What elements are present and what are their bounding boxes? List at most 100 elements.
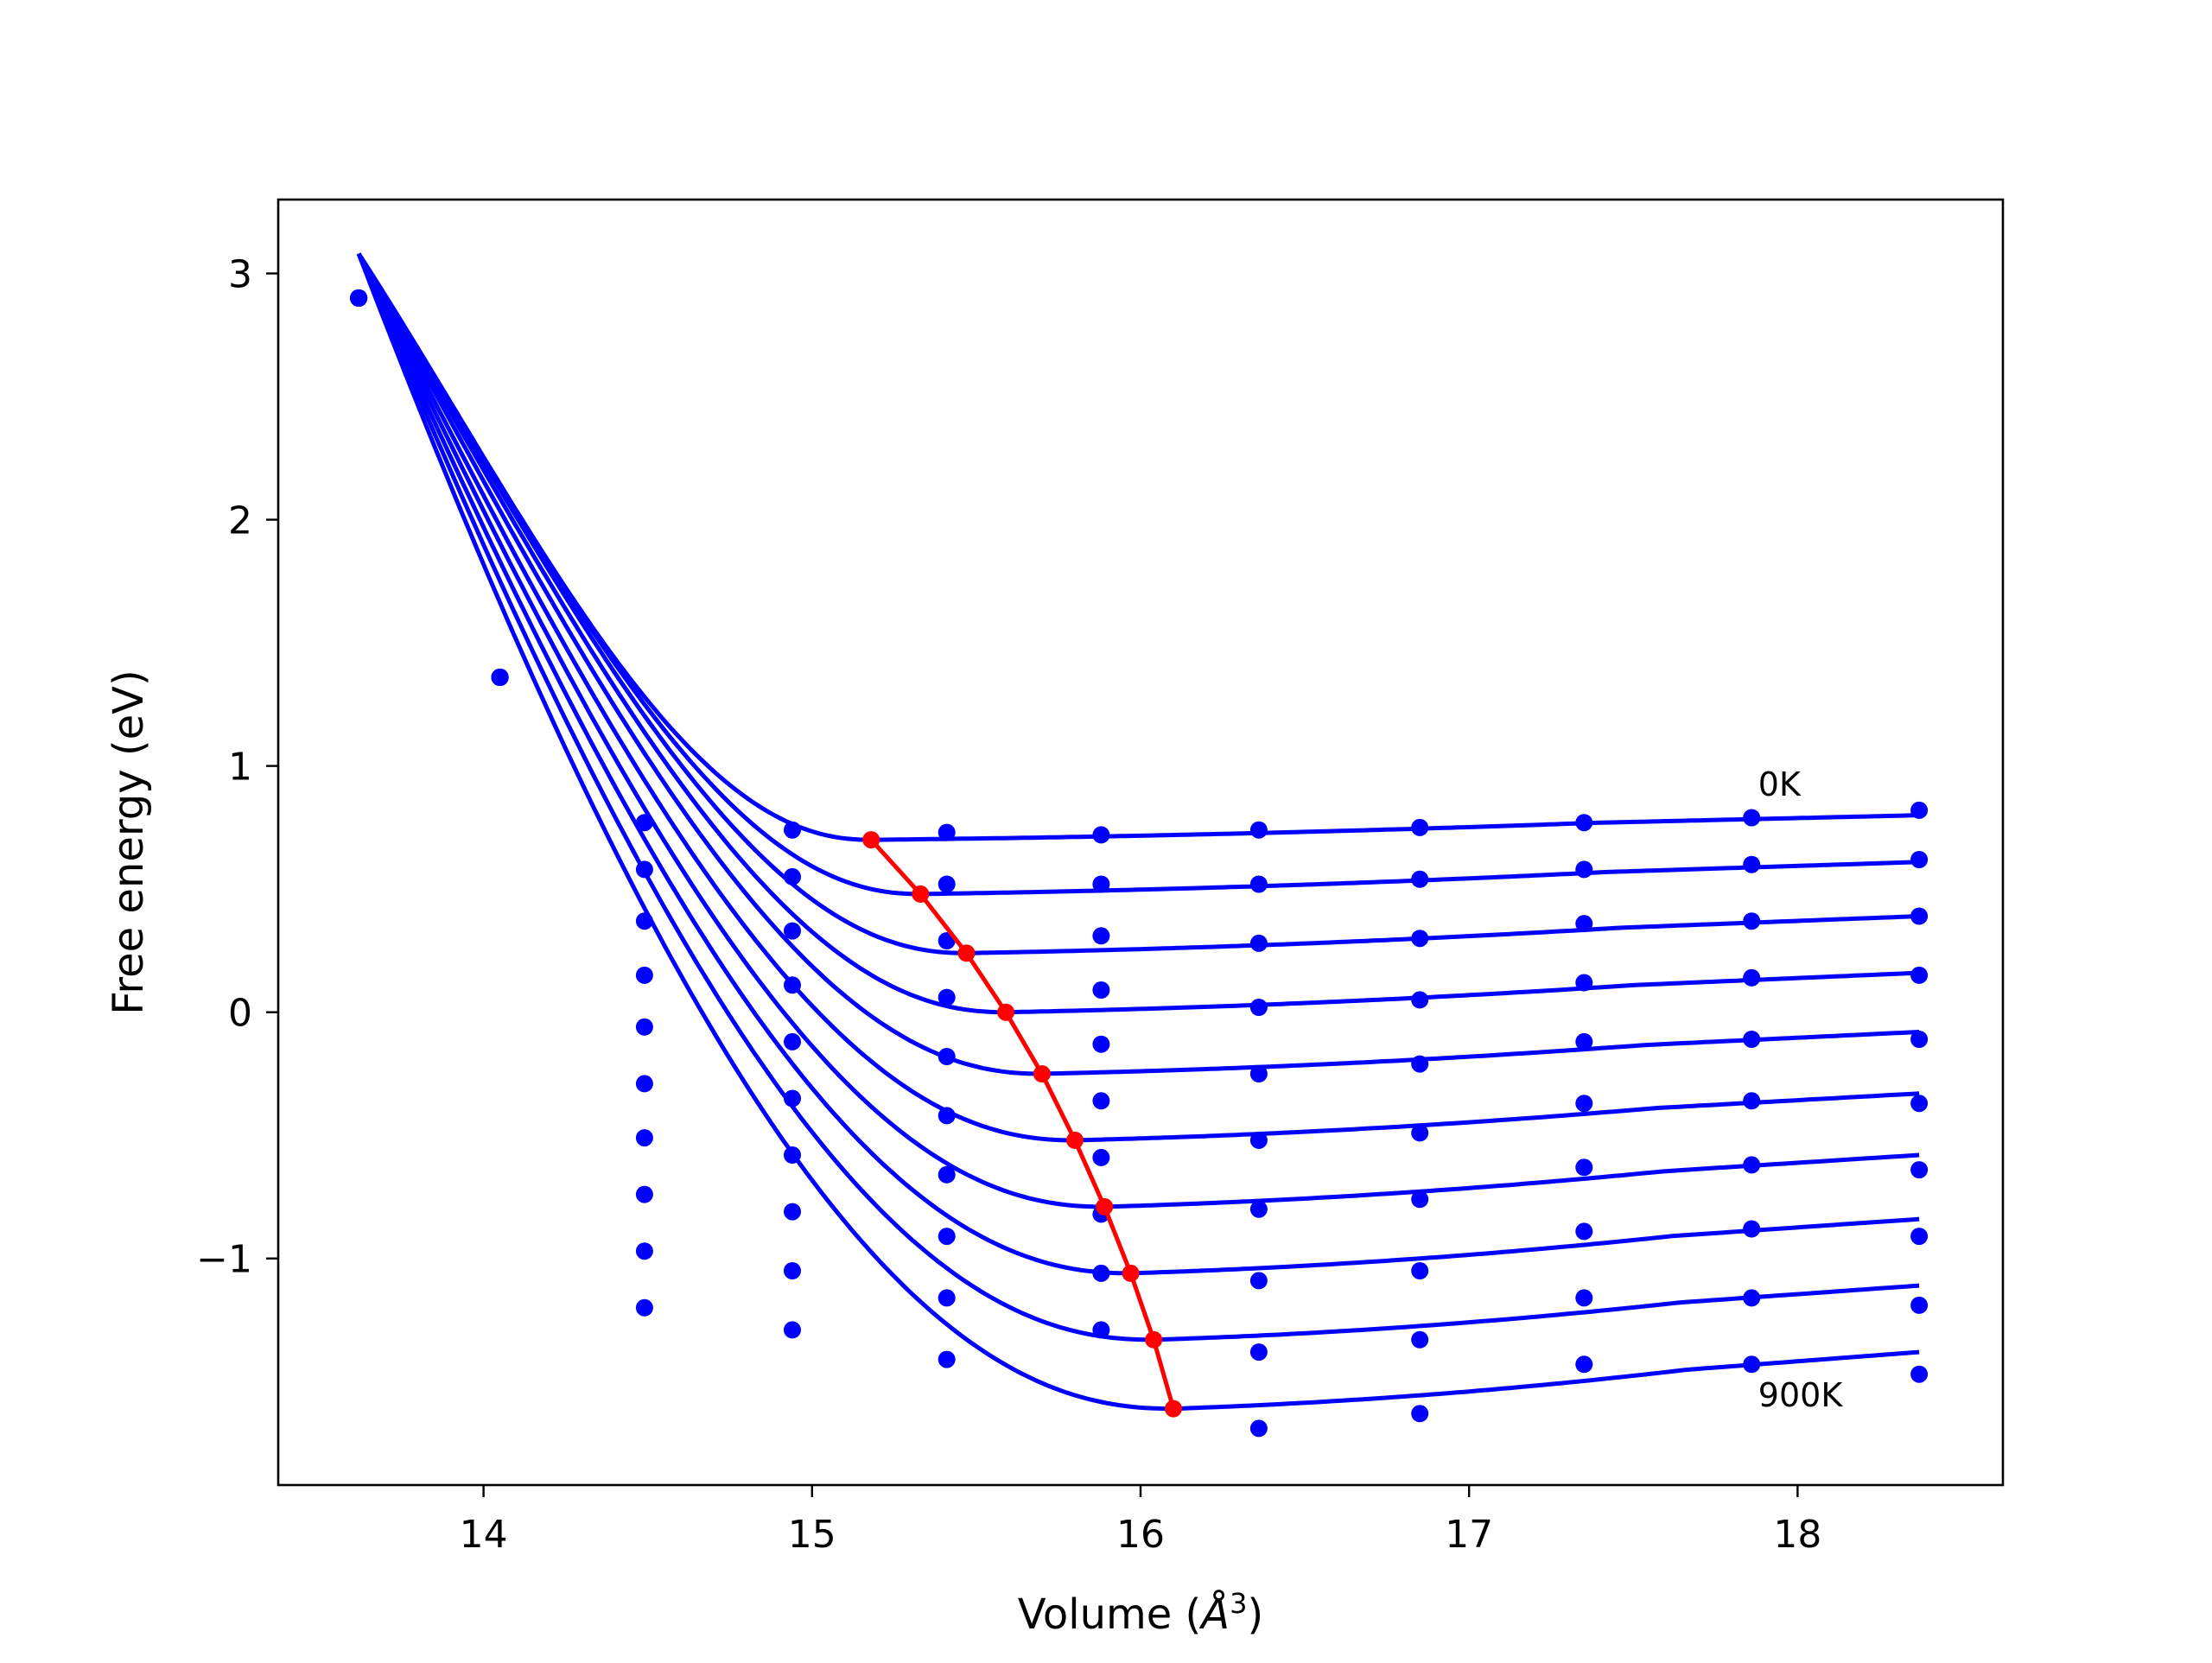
- data-point-100k-9: [1743, 855, 1761, 873]
- x-tick-label-15: 15: [788, 1513, 836, 1557]
- data-point-500k-8: [1575, 1095, 1593, 1113]
- fit-curve-0k: [357, 252, 1920, 842]
- equilibrium-volume-line: [869, 838, 1176, 1410]
- data-point-400k-5: [1092, 1035, 1110, 1053]
- data-point-800k-6: [1249, 1343, 1268, 1362]
- data-point-900k-3: [784, 1321, 801, 1339]
- data-point-0k-4: [938, 823, 956, 841]
- data-point-200k-10: [1910, 907, 1929, 925]
- data-point-900k-5: [1092, 1321, 1110, 1339]
- fit-curve-300k: [356, 252, 1920, 1015]
- minimum-point-0: [862, 831, 880, 849]
- fit-curve-800k: [356, 252, 1920, 1342]
- data-point-600k-2: [635, 1129, 653, 1147]
- data-point-800k-9: [1743, 1289, 1761, 1307]
- data-point-900k-8: [1575, 1355, 1593, 1374]
- data-point-100k-7: [1411, 870, 1429, 888]
- data-point-700k-6: [1249, 1272, 1268, 1290]
- data-point-500k-6: [1249, 1131, 1268, 1149]
- data-point-300k-3: [784, 976, 801, 994]
- data-point-500k-5: [1092, 1092, 1110, 1110]
- fit-curve-600k: [356, 252, 1920, 1209]
- data-point-800k-4: [938, 1289, 956, 1307]
- fit-curve-400k: [356, 252, 1920, 1076]
- data-point-200k-6: [1249, 934, 1268, 952]
- y-tick-label-1: 2: [228, 499, 252, 543]
- minimum-point-6: [1096, 1197, 1114, 1216]
- data-point-0k-8: [1575, 814, 1593, 832]
- data-point-800k-3: [784, 1262, 801, 1279]
- data-point-300k-9: [1743, 968, 1761, 987]
- data-point-400k-9: [1743, 1031, 1761, 1048]
- data-point-200k-8: [1575, 915, 1593, 933]
- data-point-300k-6: [1249, 999, 1268, 1016]
- data-point-900k-6: [1249, 1419, 1268, 1438]
- data-point-600k-8: [1575, 1158, 1593, 1177]
- data-point-800k-2: [635, 1242, 653, 1260]
- minimum-point-9: [1165, 1400, 1182, 1418]
- data-point-400k-2: [635, 1018, 653, 1036]
- data-point-900k-4: [938, 1350, 956, 1368]
- minimum-point-5: [1066, 1131, 1084, 1149]
- y-tick-label-4: −1: [196, 1238, 252, 1282]
- data-point-800k-5: [1092, 1264, 1110, 1282]
- data-point-900k-10: [1910, 1365, 1929, 1383]
- data-point-200k-7: [1411, 930, 1429, 948]
- data-point-300k-2: [635, 966, 653, 984]
- x-axis-label-suffix: ): [1247, 1590, 1263, 1639]
- fit-curve-200k: [356, 252, 1920, 955]
- data-point-500k-7: [1411, 1124, 1429, 1142]
- data-point-900k-0: [350, 289, 368, 307]
- data-point-200k-5: [1092, 927, 1110, 945]
- data-point-400k-7: [1411, 1055, 1429, 1073]
- data-point-800k-7: [1411, 1330, 1429, 1349]
- x-tick-label-17: 17: [1445, 1513, 1493, 1557]
- minimum-point-2: [957, 944, 976, 962]
- minimum-point-3: [997, 1003, 1015, 1021]
- minimum-point-8: [1145, 1330, 1163, 1349]
- data-point-0k-2: [635, 814, 653, 832]
- data-point-600k-4: [938, 1165, 956, 1184]
- data-point-800k-10: [1910, 1296, 1929, 1314]
- fit-curve-900k: [356, 252, 1920, 1412]
- data-point-200k-3: [784, 922, 801, 940]
- data-point-100k-3: [784, 867, 801, 885]
- x-tick-label-14: 14: [460, 1513, 508, 1557]
- x-axis-label-prefix: Volume (: [1018, 1590, 1202, 1639]
- data-point-100k-10: [1910, 851, 1929, 868]
- y-tick-label-3: 0: [228, 992, 252, 1036]
- data-point-100k-5: [1092, 875, 1110, 893]
- data-point-800k-8: [1575, 1289, 1593, 1307]
- data-point-300k-7: [1411, 991, 1429, 1009]
- data-point-700k-9: [1743, 1220, 1761, 1238]
- minimum-point-4: [1033, 1065, 1051, 1082]
- data-point-700k-4: [938, 1228, 956, 1246]
- data-point-700k-8: [1575, 1222, 1593, 1241]
- data-point-400k-3: [784, 1032, 801, 1050]
- x-tick-label-16: 16: [1116, 1513, 1165, 1557]
- minimum-point-1: [912, 885, 930, 903]
- data-point-400k-6: [1249, 1065, 1268, 1082]
- fit-curve-500k: [356, 252, 1920, 1143]
- data-point-600k-7: [1411, 1190, 1429, 1209]
- data-point-0k-9: [1743, 809, 1761, 827]
- minimum-point-7: [1122, 1264, 1140, 1282]
- data-point-200k-9: [1743, 912, 1761, 930]
- data-point-900k-9: [1743, 1355, 1761, 1374]
- temperature-annotation-0k: 0K: [1758, 765, 1802, 803]
- data-point-500k-9: [1743, 1092, 1761, 1110]
- data-point-400k-10: [1910, 1031, 1929, 1048]
- data-point-0k-10: [1910, 801, 1929, 819]
- data-point-100k-8: [1575, 860, 1593, 879]
- fit-curve-100k: [356, 252, 1920, 897]
- data-point-300k-5: [1092, 981, 1110, 999]
- y-tick-label-0: 3: [228, 253, 252, 297]
- data-point-700k-10: [1910, 1228, 1929, 1246]
- x-axis-label-unit: Å: [1198, 1590, 1230, 1639]
- data-point-100k-4: [938, 875, 956, 893]
- data-point-900k-7: [1411, 1405, 1429, 1423]
- data-point-900k-2: [635, 1298, 653, 1317]
- data-point-100k-6: [1249, 875, 1268, 893]
- data-point-200k-2: [635, 912, 653, 930]
